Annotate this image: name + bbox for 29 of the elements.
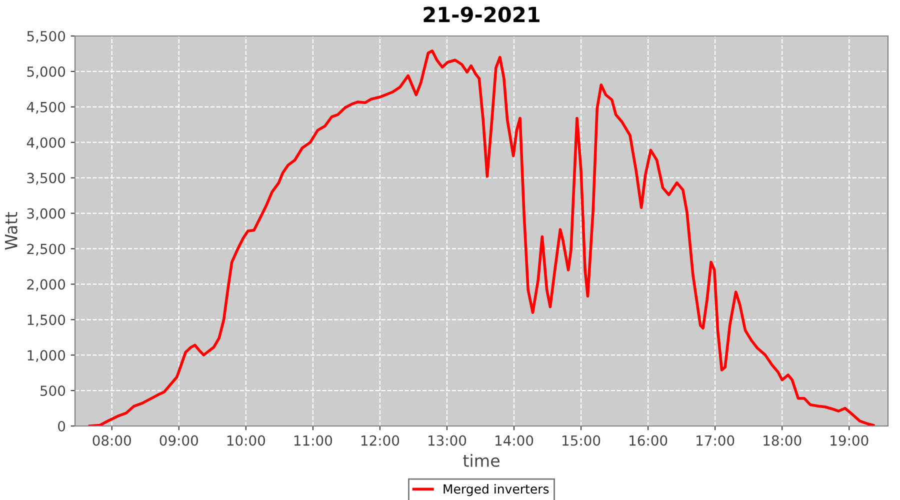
x-tick-label: 17:00 [696, 435, 734, 446]
legend-label: Merged inverters [444, 484, 549, 496]
y-tick-label: 1,500 [28, 314, 66, 327]
x-tick-label: 18:00 [764, 435, 802, 446]
y-tick-label: 2,000 [27, 279, 66, 292]
y-tick-label: 3,500 [27, 172, 66, 185]
y-tick-label: 4,000 [26, 137, 66, 150]
y-tick-label: 500 [40, 386, 66, 396]
x-tick-label: 15:00 [562, 435, 600, 446]
y-tick-label: 5,500 [27, 30, 66, 43]
x-tick-label: 19:00 [830, 435, 868, 446]
x-tick-label: 10:00 [227, 435, 265, 446]
chart-title: 21-9-2021 [424, 6, 540, 22]
x-tick-label: 08:00 [92, 435, 131, 446]
y-tick-label: 0 [58, 420, 66, 432]
x-axis-title: time [463, 454, 500, 467]
x-tick-label: 12:00 [361, 435, 400, 446]
x-tick-label: 09:00 [160, 435, 198, 446]
x-tick-label: 11:00 [294, 435, 332, 446]
line-series [88, 50, 875, 426]
y-tick-label: 2,500 [27, 244, 66, 256]
y-tick-label: 4,500 [26, 102, 66, 114]
x-tick-label: 13:00 [428, 435, 466, 446]
y-tick-label: 3,000 [27, 208, 66, 220]
y-tick-label: 5,000 [27, 66, 66, 78]
x-tick-label: 14:00 [496, 435, 534, 446]
x-tick-label: 16:00 [630, 435, 668, 446]
y-axis-title: Watt [5, 212, 18, 250]
y-tick-label: 1,000 [28, 350, 66, 362]
